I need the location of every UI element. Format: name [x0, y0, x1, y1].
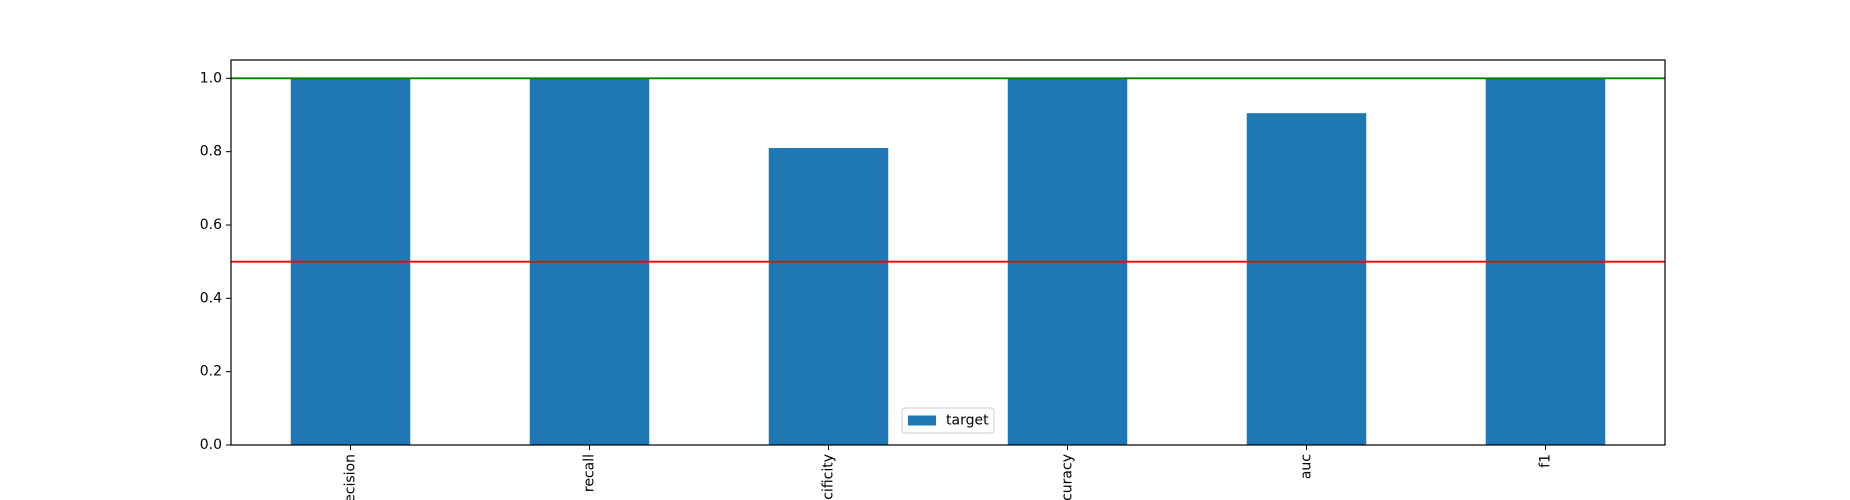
- legend-label: target: [946, 413, 989, 429]
- bar: [1246, 113, 1367, 446]
- y-tick-label: 0.8: [200, 144, 222, 160]
- plot-frame: [230, 59, 1666, 446]
- y-tick-label: 0.4: [200, 290, 222, 306]
- y-tick-label: 1.0: [200, 70, 222, 86]
- x-tick-label: recall: [582, 454, 598, 492]
- y-tick-label: 0.2: [200, 364, 222, 380]
- x-tick-label: auc: [1299, 454, 1315, 479]
- y-tick-label: 0.0: [200, 437, 222, 453]
- x-tick-label: specificity: [821, 454, 837, 500]
- x-tick-label: accuracy: [1060, 454, 1076, 500]
- y-tick-label: 0.6: [200, 217, 222, 233]
- x-tick-label: f1: [1538, 454, 1554, 468]
- legend-swatch: [908, 415, 936, 426]
- bar: [768, 148, 889, 445]
- x-tick-label: precision: [343, 454, 359, 500]
- legend-box: [901, 407, 995, 434]
